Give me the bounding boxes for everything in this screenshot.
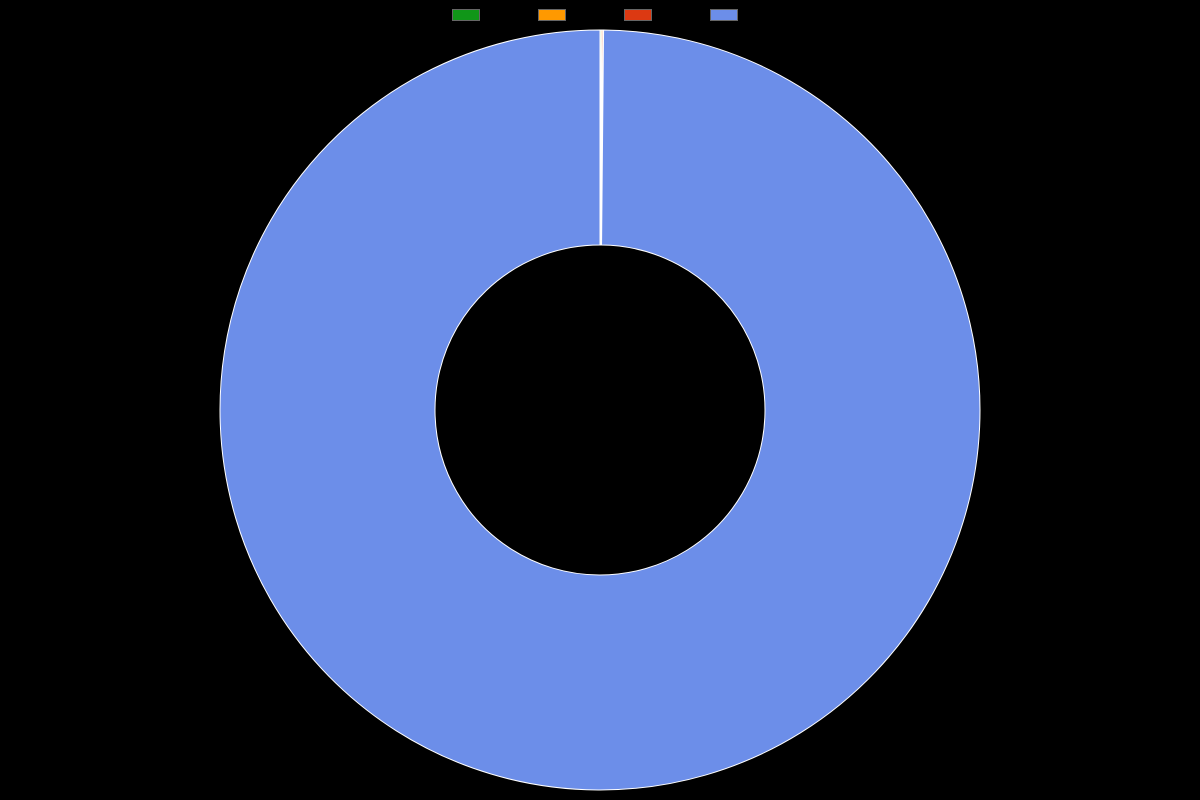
legend-item-3 (710, 8, 748, 22)
legend-item-2 (624, 8, 662, 22)
legend-item-1 (538, 8, 576, 22)
legend-label-0 (486, 8, 490, 22)
legend-swatch-1 (538, 9, 566, 21)
chart-stage (0, 0, 1200, 800)
legend-item-0 (452, 8, 490, 22)
legend (0, 8, 1200, 22)
legend-swatch-3 (710, 9, 738, 21)
legend-label-2 (658, 8, 662, 22)
legend-swatch-0 (452, 9, 480, 21)
legend-label-1 (572, 8, 576, 22)
legend-label-3 (744, 8, 748, 22)
donut-chart (0, 0, 1200, 800)
legend-swatch-2 (624, 9, 652, 21)
